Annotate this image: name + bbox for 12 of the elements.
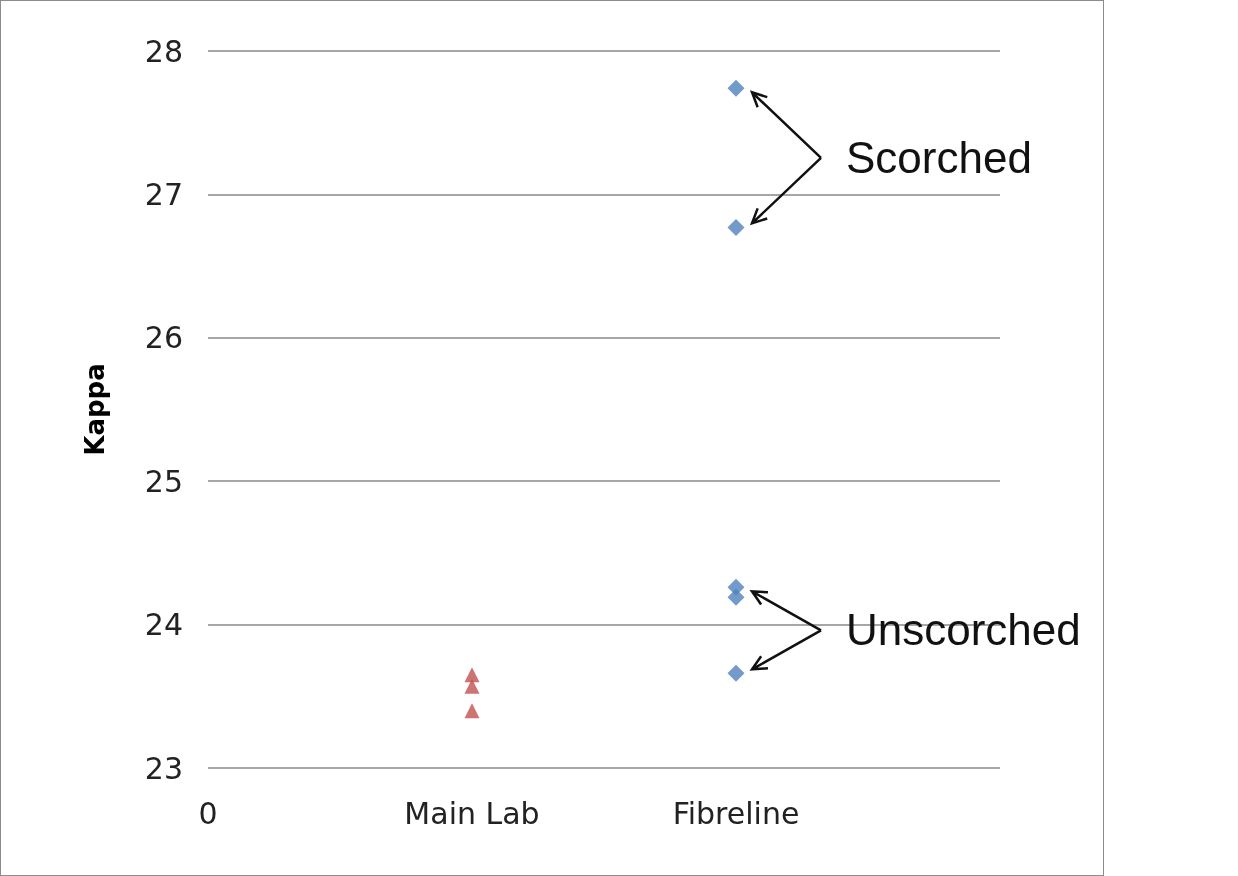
x-tick-label: Fibreline: [672, 795, 800, 831]
x-tick-label: Main Lab: [404, 795, 540, 831]
y-axis-title: Kappa: [80, 363, 110, 456]
y-tick-label: 27: [144, 176, 183, 212]
y-tick-label: 28: [144, 33, 183, 69]
y-tick-label: 24: [144, 607, 183, 643]
y-tick-label: 25: [144, 463, 183, 499]
x-tick-label: 0: [198, 795, 218, 831]
annotation: Unscorched: [846, 605, 1081, 655]
annotation: Scorched: [846, 132, 1032, 182]
y-tick-label: 26: [144, 320, 183, 356]
y-tick-label: 23: [144, 750, 183, 786]
